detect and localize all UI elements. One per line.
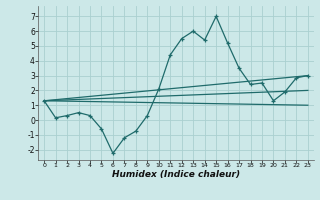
X-axis label: Humidex (Indice chaleur): Humidex (Indice chaleur) bbox=[112, 170, 240, 179]
